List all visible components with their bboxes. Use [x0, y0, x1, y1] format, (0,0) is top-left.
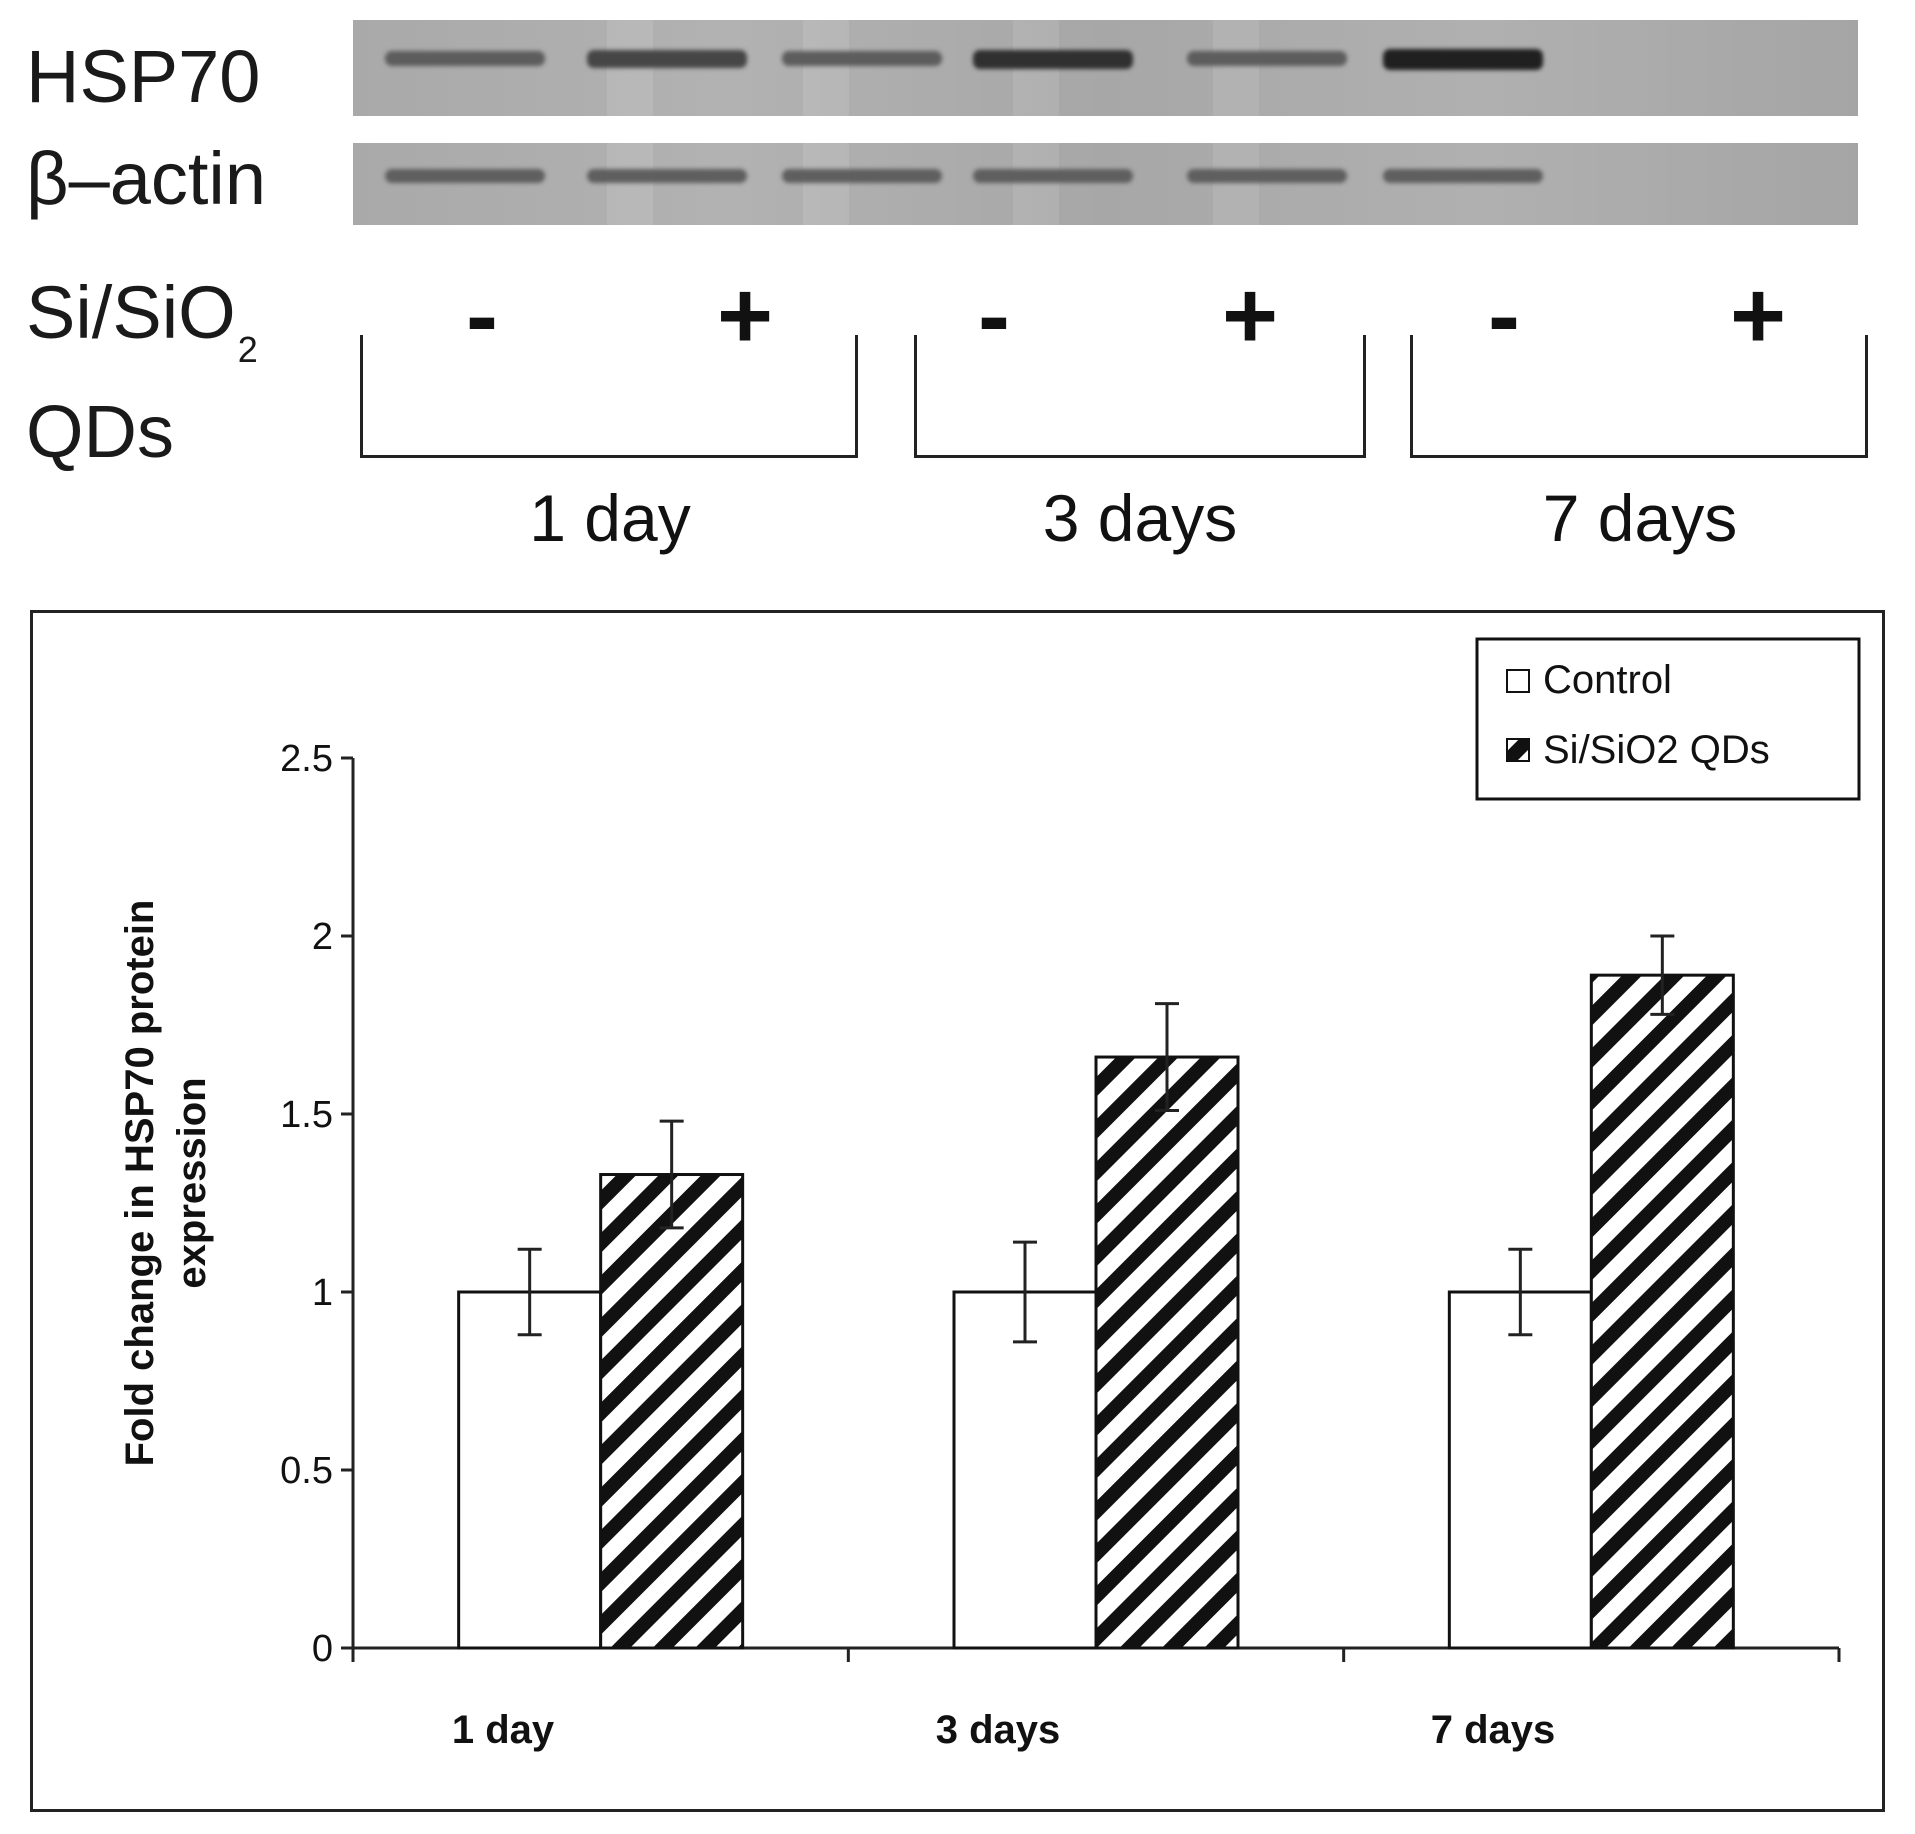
legend-label-qds: Si/SiO2 QDs [1543, 728, 1770, 772]
lane-gap [607, 143, 653, 225]
lane-sign: - [978, 262, 1010, 369]
y-tick-label: 1 [312, 1272, 333, 1314]
lane-gap [1213, 143, 1259, 225]
y-tick-label: 0.5 [280, 1450, 333, 1492]
lane-sign: + [1222, 262, 1279, 369]
chart-frame: Fold change in HSP70 protein expression … [30, 610, 1885, 1812]
legend-label-control: Control [1543, 658, 1672, 702]
bar-si-sio2-qds [1094, 1055, 1240, 1650]
group-label: 7 days [1542, 481, 1738, 555]
y-axis-label-line2: expression [170, 1077, 214, 1288]
blot-strip-hsp70 [353, 20, 1858, 116]
lane-sign: + [717, 262, 774, 369]
lane-sign: - [1488, 262, 1520, 369]
hsp70-band [782, 51, 942, 66]
x-category-label: 3 days [936, 1708, 1061, 1752]
lane-gap [1213, 20, 1259, 116]
beta-actin-band [1383, 169, 1543, 183]
treatment-label: Si/SiO2 [26, 276, 258, 368]
y-axis-label: Fold change in HSP70 protein [118, 900, 162, 1467]
lane-gap [1013, 143, 1059, 225]
x-category-label: 7 days [1431, 1708, 1556, 1752]
hsp70-band [1383, 49, 1543, 71]
y-tick-label: 1.5 [280, 1094, 333, 1136]
hsp70-band [587, 50, 747, 68]
beta-actin-band [782, 169, 942, 183]
bar-chart: Fold change in HSP70 protein expression … [118, 637, 1861, 1752]
group-bracket [914, 335, 1366, 458]
group-label: 3 days [1042, 481, 1238, 555]
beta-actin-band [587, 169, 747, 183]
group-label: 1 day [529, 481, 691, 555]
y-tick-label: 2.5 [280, 738, 333, 780]
beta-actin-band [973, 169, 1133, 183]
lane-sign: + [1730, 262, 1787, 369]
blot-label-beta-actin: β–actin [26, 137, 267, 220]
treatment-label-text: Si/SiO [26, 271, 236, 354]
legend-swatch-qds [1506, 738, 1530, 762]
hsp70-band [1187, 51, 1347, 66]
bar-control [457, 1290, 603, 1650]
y-tick-label: 0 [312, 1628, 333, 1670]
group-bracket [1410, 335, 1868, 458]
legend: Control Si/SiO2 QDs [1475, 637, 1861, 801]
lane-gap [803, 143, 849, 225]
y-tick-label: 2 [312, 916, 333, 958]
hsp70-band [973, 49, 1133, 70]
x-category-label: 1 day [452, 1708, 555, 1752]
hsp70-band [385, 51, 545, 66]
beta-actin-band [385, 169, 545, 183]
treatment-label-qds: QDs [26, 390, 174, 473]
group-bracket [360, 335, 858, 458]
beta-actin-band [1187, 169, 1347, 183]
lane-sign: - [466, 262, 498, 369]
lane-gap [803, 20, 849, 116]
treatment-label-subscript: 2 [237, 329, 258, 370]
blot-label-hsp70: HSP70 [26, 35, 261, 118]
legend-swatch-control [1506, 669, 1530, 693]
legend-box [1475, 637, 1861, 801]
bar-si-sio2-qds [1589, 973, 1735, 1650]
bar-control [952, 1290, 1098, 1650]
bar-si-sio2-qds [599, 1173, 745, 1650]
lane-gap [607, 20, 653, 116]
blot-strip-beta-actin [353, 143, 1858, 225]
bar-control [1447, 1290, 1593, 1650]
